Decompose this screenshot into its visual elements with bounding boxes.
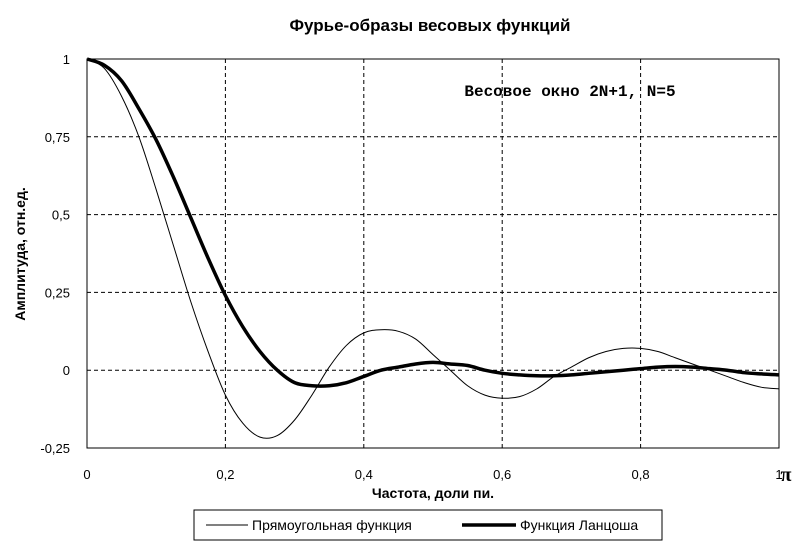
y-tick-label: 0 [63, 363, 70, 378]
x-tick-label: 0 [83, 467, 90, 482]
chart-title: Фурье-образы весовых функций [290, 16, 571, 35]
y-tick-label: 0,75 [45, 130, 70, 145]
x-tick-labels: 0 0,2 0,4 0,6 0,8 1 [83, 467, 782, 482]
y-tick-labels: 1 0,75 0,5 0,25 0 -0,25 [40, 52, 70, 456]
series-line-rectangular [86, 58, 780, 439]
series-line-lanczos [86, 57, 780, 388]
legend-label-lanczos: Функция Ланцоша [520, 517, 638, 533]
x-tick-label: 0,6 [493, 467, 511, 482]
legend: Прямоугольная функция Функция Ланцоша [193, 509, 663, 541]
grid [87, 59, 779, 448]
x-axis-label: Частота, доли пи. [372, 485, 494, 501]
x-tick-label: 0,4 [355, 467, 373, 482]
y-axis-label: Амплитуда, отн.ед. [12, 187, 28, 321]
x-axis-pi-symbol: π [781, 464, 792, 486]
y-tick-label: 1 [63, 52, 70, 67]
plot-frame [86, 58, 780, 449]
y-tick-label: -0,25 [40, 441, 70, 456]
x-tick-label: 1 [775, 467, 782, 482]
y-tick-label: 0,25 [45, 285, 70, 300]
y-tick-label: 0,5 [52, 208, 70, 223]
legend-box [193, 509, 663, 541]
x-tick-label: 0,2 [216, 467, 234, 482]
legend-label-rect: Прямоугольная функция [252, 517, 412, 533]
series-lines [86, 57, 780, 439]
x-tick-label: 0,8 [632, 467, 650, 482]
chart-annotation: Весовое окно 2N+1, N=5 [464, 83, 675, 101]
